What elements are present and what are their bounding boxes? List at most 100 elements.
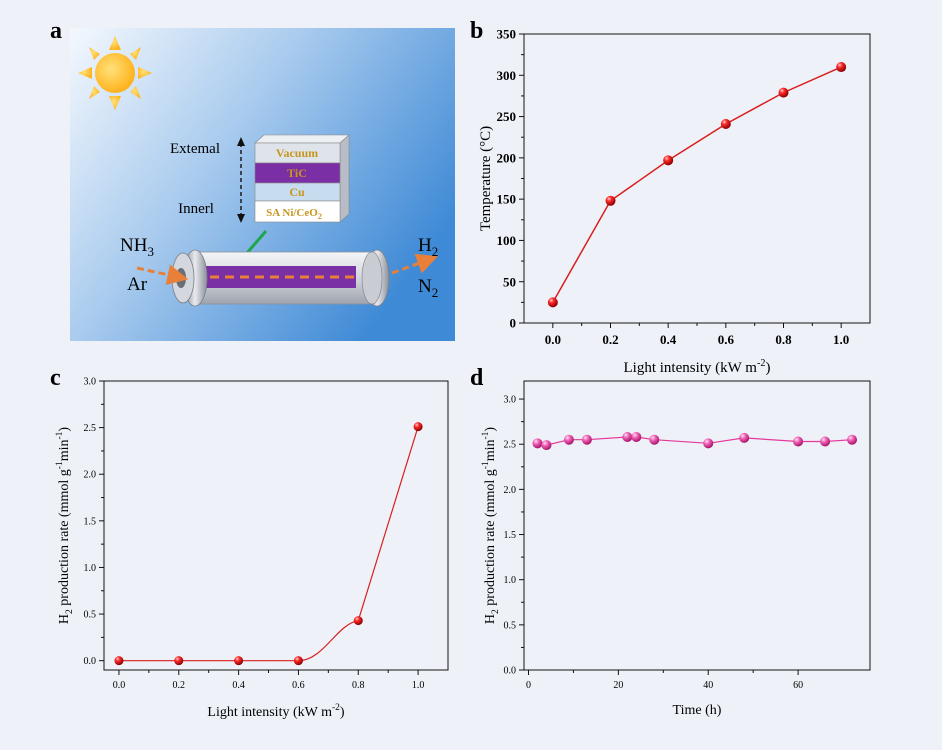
panel-letter-b: b — [470, 18, 483, 44]
y-axis-label: Temperature (°C) — [478, 126, 494, 231]
tube-reactor — [171, 249, 390, 307]
data-point — [847, 434, 858, 445]
x-tick-label: 0.4 — [660, 332, 677, 347]
layer-cu-label: Cu — [289, 185, 305, 199]
panel-letter-d: d — [470, 365, 484, 391]
data-point — [622, 431, 633, 442]
data-point — [739, 432, 750, 443]
sun-icon — [78, 36, 152, 110]
y-tick-label: 0.0 — [504, 666, 517, 677]
x-tick-label: 0.6 — [718, 332, 735, 347]
y-tick-label: 1.5 — [504, 530, 517, 541]
y-tick-label: 2.0 — [84, 470, 97, 481]
chart-panel-d: 0 20 40 60 0.0 0.5 1.0 1.5 2.0 2.5 3.0 Time (h) H2 p… — [481, 380, 871, 718]
data-point — [836, 62, 847, 73]
y-axis-label: H2 production rate (mmol g-1min-1) — [481, 427, 501, 625]
data-point — [532, 438, 543, 449]
y-tick-label: 2.5 — [84, 423, 97, 434]
arrow-up-icon — [237, 137, 245, 146]
data-point — [547, 297, 558, 308]
y-tick-label: 0 — [510, 316, 517, 331]
internal-label: Innerl — [178, 201, 214, 217]
outlet-arrow — [391, 253, 438, 275]
chart-panel-b: 0.0 0.2 0.4 0.6 0.8 1.0 0 50 100 150 200 250 300 350 L… — [478, 27, 871, 376]
x-tick-label: 1.0 — [412, 680, 425, 691]
layer-sa-ni-label: SA Ni/CeO2 — [266, 207, 322, 221]
x-tick-label: 0.6 — [292, 680, 305, 691]
gas-in-ar: Ar — [127, 274, 148, 295]
y-tick-label: 3.0 — [84, 377, 97, 388]
layer-tic-label: TiC — [287, 166, 307, 180]
series-line — [118, 426, 419, 662]
data-point — [793, 436, 804, 447]
data-point — [563, 434, 574, 445]
x-tick-label: 20 — [613, 680, 623, 691]
gas-in-nh3: NH3 — [120, 235, 154, 259]
y-axis-label: H2 production rate (mmol g-1min-1) — [55, 427, 75, 625]
layer-stack: Vacuum TiC Cu SA Ni/CeO2 — [254, 134, 350, 223]
y-tick-label: 2.5 — [504, 440, 517, 451]
data-point — [663, 155, 674, 166]
panel-letter-c: c — [50, 365, 61, 391]
x-tick-label: 0.2 — [602, 332, 618, 347]
x-tick-label: 0.2 — [173, 680, 186, 691]
x-tick-label: 0.8 — [352, 680, 365, 691]
data-point — [114, 656, 124, 666]
data-point — [581, 434, 592, 445]
y-tick-label: 3.0 — [504, 395, 517, 406]
x-tick-label: 0.4 — [232, 680, 245, 691]
plot-frame — [103, 380, 449, 671]
series-line — [552, 66, 842, 303]
layer-sa-ni — [254, 200, 341, 223]
y-tick-label: 2.0 — [504, 485, 517, 496]
y-tick-label: 150 — [497, 192, 517, 207]
x-tick-label: 60 — [793, 680, 803, 691]
direction-indicator: Extemal Innerl — [170, 137, 245, 223]
x-tick-label: 0.0 — [113, 680, 126, 691]
panel-a: a Vacuum TiC Cu — [50, 18, 455, 341]
x-axis-label: Time (h) — [673, 703, 722, 718]
data-point — [605, 195, 616, 206]
data-point — [720, 119, 731, 130]
x-tick-label: 0.0 — [545, 332, 561, 347]
panel-letter-a: a — [50, 18, 62, 44]
x-tick-label: 1.0 — [833, 332, 849, 347]
external-label: Extemal — [170, 141, 220, 157]
y-tick-label: 1.0 — [84, 563, 97, 574]
y-tick-label: 1.0 — [504, 575, 517, 586]
data-point — [649, 434, 660, 445]
y-tick-label: 250 — [497, 109, 517, 124]
data-point — [631, 431, 642, 442]
plot-frame — [523, 380, 871, 671]
y-tick-label: 350 — [497, 27, 517, 42]
inlet-arrow — [136, 264, 189, 286]
x-axis-label: Light intensity (kW m-2) — [207, 703, 345, 720]
y-tick-label: 200 — [497, 150, 517, 165]
gas-out-h2: H2 — [418, 235, 438, 259]
y-tick-label: 0.5 — [504, 620, 517, 631]
x-tick-label: 40 — [703, 680, 713, 691]
data-point — [703, 438, 714, 449]
y-tick-label: 1.5 — [84, 516, 97, 527]
chart-panel-c: 0.0 0.2 0.4 0.6 0.8 1.0 0.0 0.5 1.0 1.5 2.0 2.5 3.0 L… — [55, 377, 449, 720]
data-point — [353, 616, 363, 626]
x-tick-label: 0.8 — [775, 332, 792, 347]
charts-layer: 0.0 0.2 0.4 0.6 0.8 1.0050100150200250300350L… — [55, 27, 871, 720]
y-tick-label: 50 — [503, 274, 516, 289]
y-tick-label: 100 — [497, 233, 517, 248]
data-point — [234, 656, 244, 666]
data-point — [174, 656, 184, 666]
y-tick-label: 0.5 — [84, 610, 97, 621]
data-point — [778, 87, 789, 98]
layer-vacuum-label: Vacuum — [276, 146, 318, 160]
gas-out-n2: N2 — [418, 276, 438, 300]
data-point — [820, 436, 831, 447]
data-point — [293, 656, 303, 666]
x-tick-label: 0 — [526, 680, 531, 691]
arrow-down-icon — [237, 214, 245, 223]
y-tick-label: 0.0 — [84, 656, 97, 667]
data-point — [541, 440, 552, 451]
y-tick-label: 300 — [497, 68, 517, 83]
